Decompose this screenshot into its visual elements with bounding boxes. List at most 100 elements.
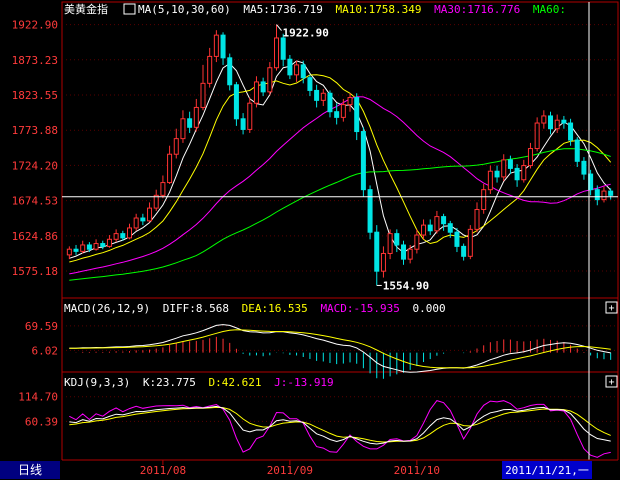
candle-body [594,189,600,201]
ma10-value: MA10:1758.349 [335,3,421,16]
ma30-line [69,96,611,275]
candle-body [568,122,574,141]
candle-body [574,139,580,162]
ma60-line [69,148,611,281]
candle-body [80,244,86,252]
price-tick-label: 1773.88 [12,124,58,137]
candle-body [554,119,560,130]
kdj-d-value: D:42.621 [208,376,261,389]
price-tick-label: 1873.23 [12,54,58,67]
candle-body [561,119,567,124]
candle-body [374,231,380,272]
candle-body [601,190,607,201]
period-tab[interactable]: 日线 [0,461,60,479]
macd-diff-value: DIFF:8.568 [163,302,229,315]
candle-body [287,58,293,76]
candle-body [467,228,473,257]
kdj-tick-label: 60.39 [25,415,58,428]
candle-body [380,252,386,272]
candle-body [407,248,413,260]
ma60-value: MA60: [533,3,566,16]
candle-body [414,234,420,250]
candle-body [153,194,159,209]
price-panel-frame [61,1,619,299]
candle-body [213,34,219,57]
candle-body [193,106,199,128]
svg-text:美黄金指: 美黄金指 [64,2,108,16]
ma-settings-icon[interactable] [123,3,136,15]
candle-body [100,243,106,247]
candle-body [93,243,99,250]
candle-body [73,248,79,252]
candle-body [581,160,587,175]
candle-body [106,238,112,247]
candle-body [494,170,500,178]
candle-body [481,189,487,211]
kdj-j-value: J:-13.919 [274,376,334,389]
macd-macd-value: MACD:-15.935 [320,302,399,315]
ma30-value: MA30:1716.776 [434,3,520,16]
price-tick-label: 1922.90 [12,19,58,32]
candle-body [274,37,280,69]
candle-body [126,227,132,239]
plus-icon: + [608,377,614,388]
instrument-name: 美黄金指 [64,2,108,16]
candle-body [367,189,373,233]
candle-body [300,64,306,79]
low-annotation: 1554.90 [383,279,429,292]
price-tick-label: 1575.18 [12,265,58,278]
ma5-value: MA5:1736.719 [243,3,322,16]
candle-body [207,55,213,84]
kdj-j-line [69,400,611,458]
kdj-d-line [69,406,611,443]
candle-body [461,245,467,257]
candle-body [307,77,313,91]
macd-tick-label: 69.59 [25,320,58,333]
macd-dea-value: DEA:16.535 [242,302,308,315]
date-tick-label: 2011/10 [394,464,440,477]
candle-body [314,89,320,101]
candle-body [454,231,460,247]
candle-body [487,170,493,191]
candle-body [434,216,440,232]
candle-body [247,102,253,130]
candle-body [427,224,433,232]
svg-text:MACD(26,12,9) DIFF:8.568: MACD(26,12,9) DIFF:8.568 DEA:16.535 MACD… [64,302,446,315]
candle-body [347,97,353,106]
kdj-expand-button[interactable]: + [605,375,618,388]
candle-body [514,167,520,181]
ma-params: MA(5,10,30,60) [138,3,231,16]
date-tick-label: 2011/08 [140,464,186,477]
candle-body [387,233,393,254]
price-tick-label: 1724.20 [12,159,58,172]
candle-body [501,159,507,178]
candle-body [86,244,92,250]
svg-text:KDJ(9,3,3) K:23.775 D:: KDJ(9,3,3) K:23.775 D:42.621 J:-13.919 [64,376,334,389]
candle-body [327,92,333,113]
svg-text:MA(5,10,30,60) MA5:1736.71: MA(5,10,30,60) MA5:1736.719 MA10:1758.34… [138,3,566,16]
candle-body [507,159,513,169]
candle-body [147,207,153,222]
ma10-line [69,74,612,263]
plus-icon: + [608,303,614,314]
candle-body [360,131,366,191]
candle-body [534,122,540,150]
candle-body [267,67,273,93]
candle-body [340,104,346,118]
candle-body [541,115,547,124]
candle-body [294,64,300,76]
candle-body [394,233,400,246]
candle-body [187,118,193,128]
candle-body [354,97,360,133]
macd-expand-button[interactable]: + [605,301,618,314]
macd-diff-line [69,324,611,373]
price-tick-label: 1674.53 [12,195,58,208]
macd-dea-line [69,329,611,369]
high-marker [276,24,282,31]
macd-zero-value: 0.000 [413,302,446,315]
candle-body [441,216,447,225]
candle-body [240,118,246,130]
period-label: 日线 [18,463,42,477]
candle-body [400,244,406,260]
